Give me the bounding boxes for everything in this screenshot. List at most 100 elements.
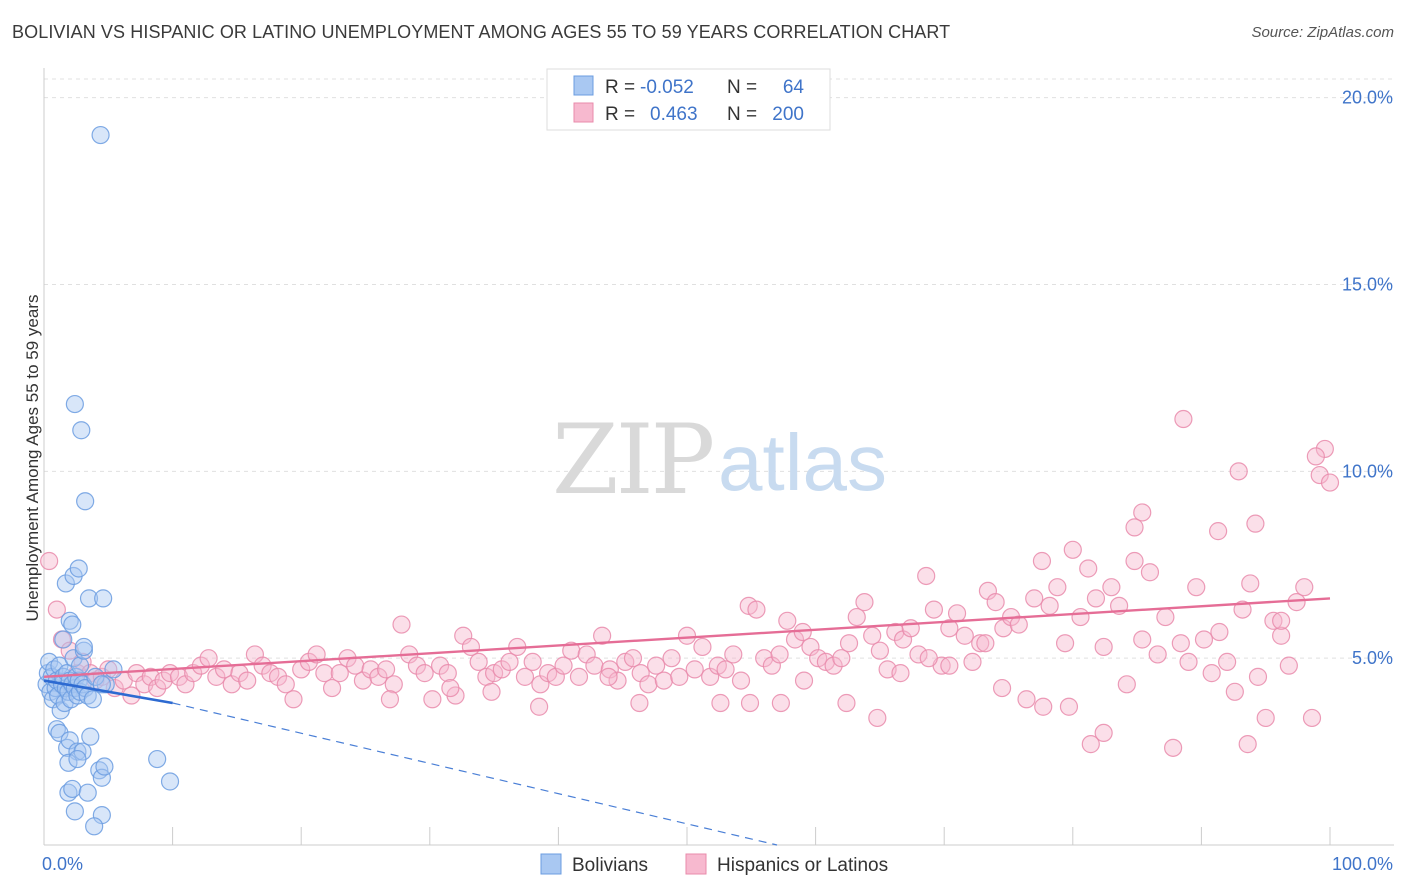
hispanics-point: [585, 656, 604, 675]
hispanics-point: [1246, 514, 1265, 533]
hispanics-point: [755, 649, 774, 668]
hispanics-point: [824, 656, 843, 675]
bottom-legend-label-bolivians: Bolivians: [572, 855, 648, 876]
hispanics-point: [392, 615, 411, 634]
hispanics-point: [369, 667, 388, 686]
bottom-legend-swatch-hispanics: [685, 853, 707, 875]
hispanics-point: [1248, 667, 1268, 686]
bolivians-point: [63, 615, 82, 634]
y-tick-label: 15.0%: [1342, 275, 1393, 295]
hispanics-point: [330, 664, 349, 683]
hispanics-point: [1094, 637, 1113, 657]
hispanics-point: [1238, 735, 1257, 754]
bolivians-point: [58, 738, 77, 757]
hispanics-point: [647, 656, 666, 675]
watermark: ZIP atlas: [552, 404, 887, 516]
bottom-legend-label-hispanics: Hispanics or Latinos: [717, 855, 888, 876]
bottom-legend-swatch-bolivians: [540, 853, 562, 875]
bolivians-point: [50, 656, 69, 675]
hispanics-point: [441, 678, 460, 698]
hispanics-point: [500, 652, 519, 672]
hispanics-point: [963, 652, 982, 672]
hispanics-point: [47, 600, 66, 619]
bolivians-point: [83, 690, 102, 709]
legend-n-label-bolivians: N =: [727, 77, 757, 98]
hispanics-point: [1125, 551, 1144, 571]
hispanics-point: [423, 690, 442, 709]
chart-title: BOLIVIAN VS HISPANIC OR LATINO UNEMPLOYM…: [12, 22, 951, 42]
hispanics-point: [839, 634, 859, 653]
hispanics-point: [1272, 626, 1291, 645]
bolivians-point: [69, 559, 88, 578]
hispanics-point: [523, 652, 542, 672]
hispanics-point: [1164, 738, 1183, 757]
bolivians-point: [91, 125, 110, 145]
hispanics-point: [832, 649, 851, 668]
hispanics-point: [1310, 465, 1329, 485]
hispanics-point: [630, 693, 649, 713]
hispanics-point: [919, 649, 938, 668]
hispanics-point: [593, 626, 612, 645]
hispanics-point: [492, 660, 511, 679]
hispanics-point: [1040, 596, 1059, 615]
hispanics-point: [1081, 735, 1100, 754]
hispanics-point: [207, 667, 226, 686]
hispanics-point: [1079, 559, 1098, 578]
y-tick-label: 10.0%: [1342, 461, 1393, 481]
hispanics-point: [361, 660, 380, 679]
hispanics-point: [662, 649, 681, 668]
hispanics-point: [654, 671, 673, 690]
hispanics-point: [1302, 708, 1322, 728]
hispanics-point: [1025, 589, 1044, 608]
hispanics-point: [992, 678, 1012, 698]
legend-r-value-hispanics: 0.463: [650, 104, 698, 125]
hispanics-point: [886, 622, 905, 642]
hispanics-point: [1140, 563, 1160, 582]
hispanics-point: [438, 664, 457, 683]
trend-lines: [43, 597, 1331, 846]
hispanics-point: [307, 645, 326, 664]
hispanics-point: [716, 660, 735, 679]
hispanics-point: [469, 652, 488, 672]
hispanics-point: [1209, 522, 1228, 541]
legend-r-label-bolivians: R =: [605, 77, 635, 98]
hispanics-point: [562, 641, 581, 660]
hispanics-point: [1063, 540, 1082, 559]
hispanics-point: [1272, 611, 1291, 630]
hispanics-point: [1306, 447, 1325, 466]
bolivians-point: [94, 589, 113, 608]
hispanics-point: [770, 645, 789, 664]
hispanics-point: [1148, 645, 1167, 664]
hispanics-point: [1171, 634, 1190, 653]
hispanics-point: [1048, 578, 1067, 597]
hispanics-point: [40, 551, 59, 571]
hispanics-point: [685, 660, 704, 679]
hispanics-point: [284, 690, 303, 709]
hispanics-point: [891, 664, 910, 683]
series-hispanics-points: [40, 409, 1340, 757]
hispanics-point: [376, 660, 396, 679]
hispanics-point: [407, 656, 427, 675]
hispanics-point: [1094, 723, 1113, 743]
bolivians-point: [85, 817, 104, 836]
hispanics-point: [731, 671, 751, 690]
hispanics-point: [214, 660, 234, 679]
hispanics-point: [322, 678, 342, 698]
hispanics-point: [1229, 462, 1248, 481]
hispanics-point: [599, 667, 618, 686]
hispanics-point: [940, 656, 959, 675]
bolivians-point: [54, 630, 73, 649]
source-label: Source: ZipAtlas.com: [1251, 24, 1394, 41]
hispanics-point: [1133, 503, 1152, 522]
bottom-legend: Bolivians Hispanics or Latinos: [540, 853, 888, 876]
legend-n-value-bolivians: 64: [783, 77, 805, 98]
hispanics-point: [794, 671, 814, 690]
hispanics-point: [724, 645, 743, 664]
top-legend: R = -0.052 N = 64 R = 0.463 N = 200: [546, 68, 831, 131]
bolivians-point: [65, 802, 84, 821]
hispanics-point: [917, 566, 936, 586]
legend-swatch-bolivians: [573, 75, 594, 96]
hispanics-point: [740, 693, 760, 713]
bolivians-point: [56, 574, 75, 593]
hispanics-point: [1133, 630, 1152, 649]
